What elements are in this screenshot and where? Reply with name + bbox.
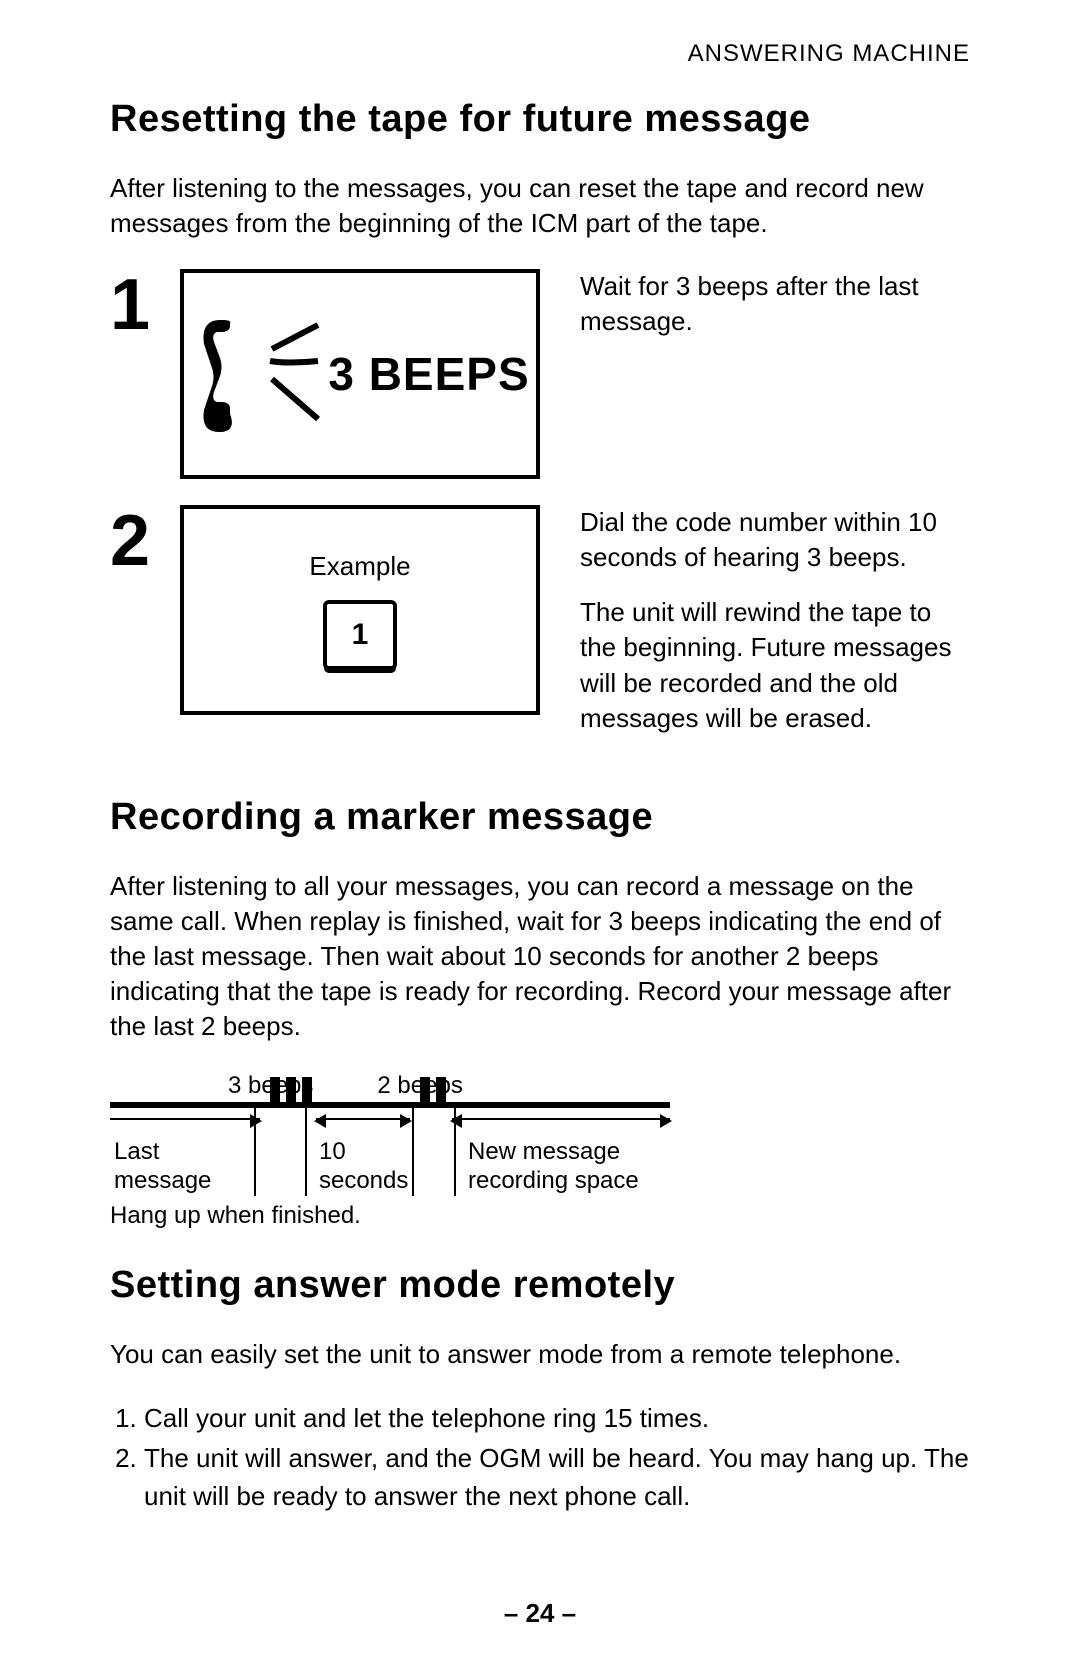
step-1-illustration-box: 3 BEEPS	[180, 269, 540, 479]
remote-steps-list: Call your unit and let the telephone rin…	[110, 1400, 970, 1515]
page-number: – 24 –	[0, 1598, 1080, 1629]
beeps-label: 3 BEEPS	[328, 347, 529, 401]
ticks-2beeps	[420, 1077, 446, 1103]
step-1-text: Wait for 3 beeps after the last message.	[580, 269, 970, 339]
marker-intro: After listening to all your messages, yo…	[110, 869, 970, 1044]
remote-step-2: The unit will answer, and the OGM will b…	[144, 1440, 970, 1515]
reset-intro: After listening to the messages, you can…	[110, 171, 970, 241]
example-label: Example	[309, 551, 410, 582]
remote-intro: You can easily set the unit to answer mo…	[110, 1337, 970, 1372]
step-1-text-p: Wait for 3 beeps after the last message.	[580, 269, 970, 339]
step-2-text-a: Dial the code number within 10 seconds o…	[580, 505, 970, 575]
remote-step-1: Call your unit and let the telephone rin…	[144, 1400, 970, 1438]
hangup-note: Hang up when finished.	[110, 1202, 970, 1230]
step-2-text-b: The unit will rewind the tape to the beg…	[580, 595, 970, 735]
arrow-last-message	[110, 1118, 260, 1120]
remote-title: Setting answer mode remotely	[110, 1264, 970, 1307]
label-new-message: New message recording space	[464, 1138, 670, 1196]
step-2-text: Dial the code number within 10 seconds o…	[580, 505, 970, 736]
ticks-3beeps	[270, 1077, 312, 1103]
page-header-section: ANSWERING MACHINE	[110, 40, 970, 68]
step-1-row: 1 3 BEEPS Wait for 3 beeps after the las…	[110, 269, 970, 479]
step-2-number: 2	[110, 505, 180, 577]
sound-lines-icon	[266, 319, 322, 429]
keypad-key-1: 1	[323, 600, 397, 670]
marker-title: Recording a marker message	[110, 796, 970, 839]
marker-timeline-diagram: 3 beeps 2 beeps Last message 10 second	[110, 1072, 670, 1196]
step-2-row: 2 Example 1 Dial the code number within …	[110, 505, 970, 736]
arrow-new-message	[452, 1118, 670, 1120]
label-10-seconds: 10 seconds	[315, 1138, 412, 1196]
handset-icon	[190, 314, 260, 434]
step-2-illustration-box: Example 1	[180, 505, 540, 715]
step-1-number: 1	[110, 269, 180, 341]
arrow-10-seconds	[316, 1118, 410, 1120]
label-last-message: Last message	[110, 1138, 254, 1196]
reset-title: Resetting the tape for future message	[110, 98, 970, 141]
